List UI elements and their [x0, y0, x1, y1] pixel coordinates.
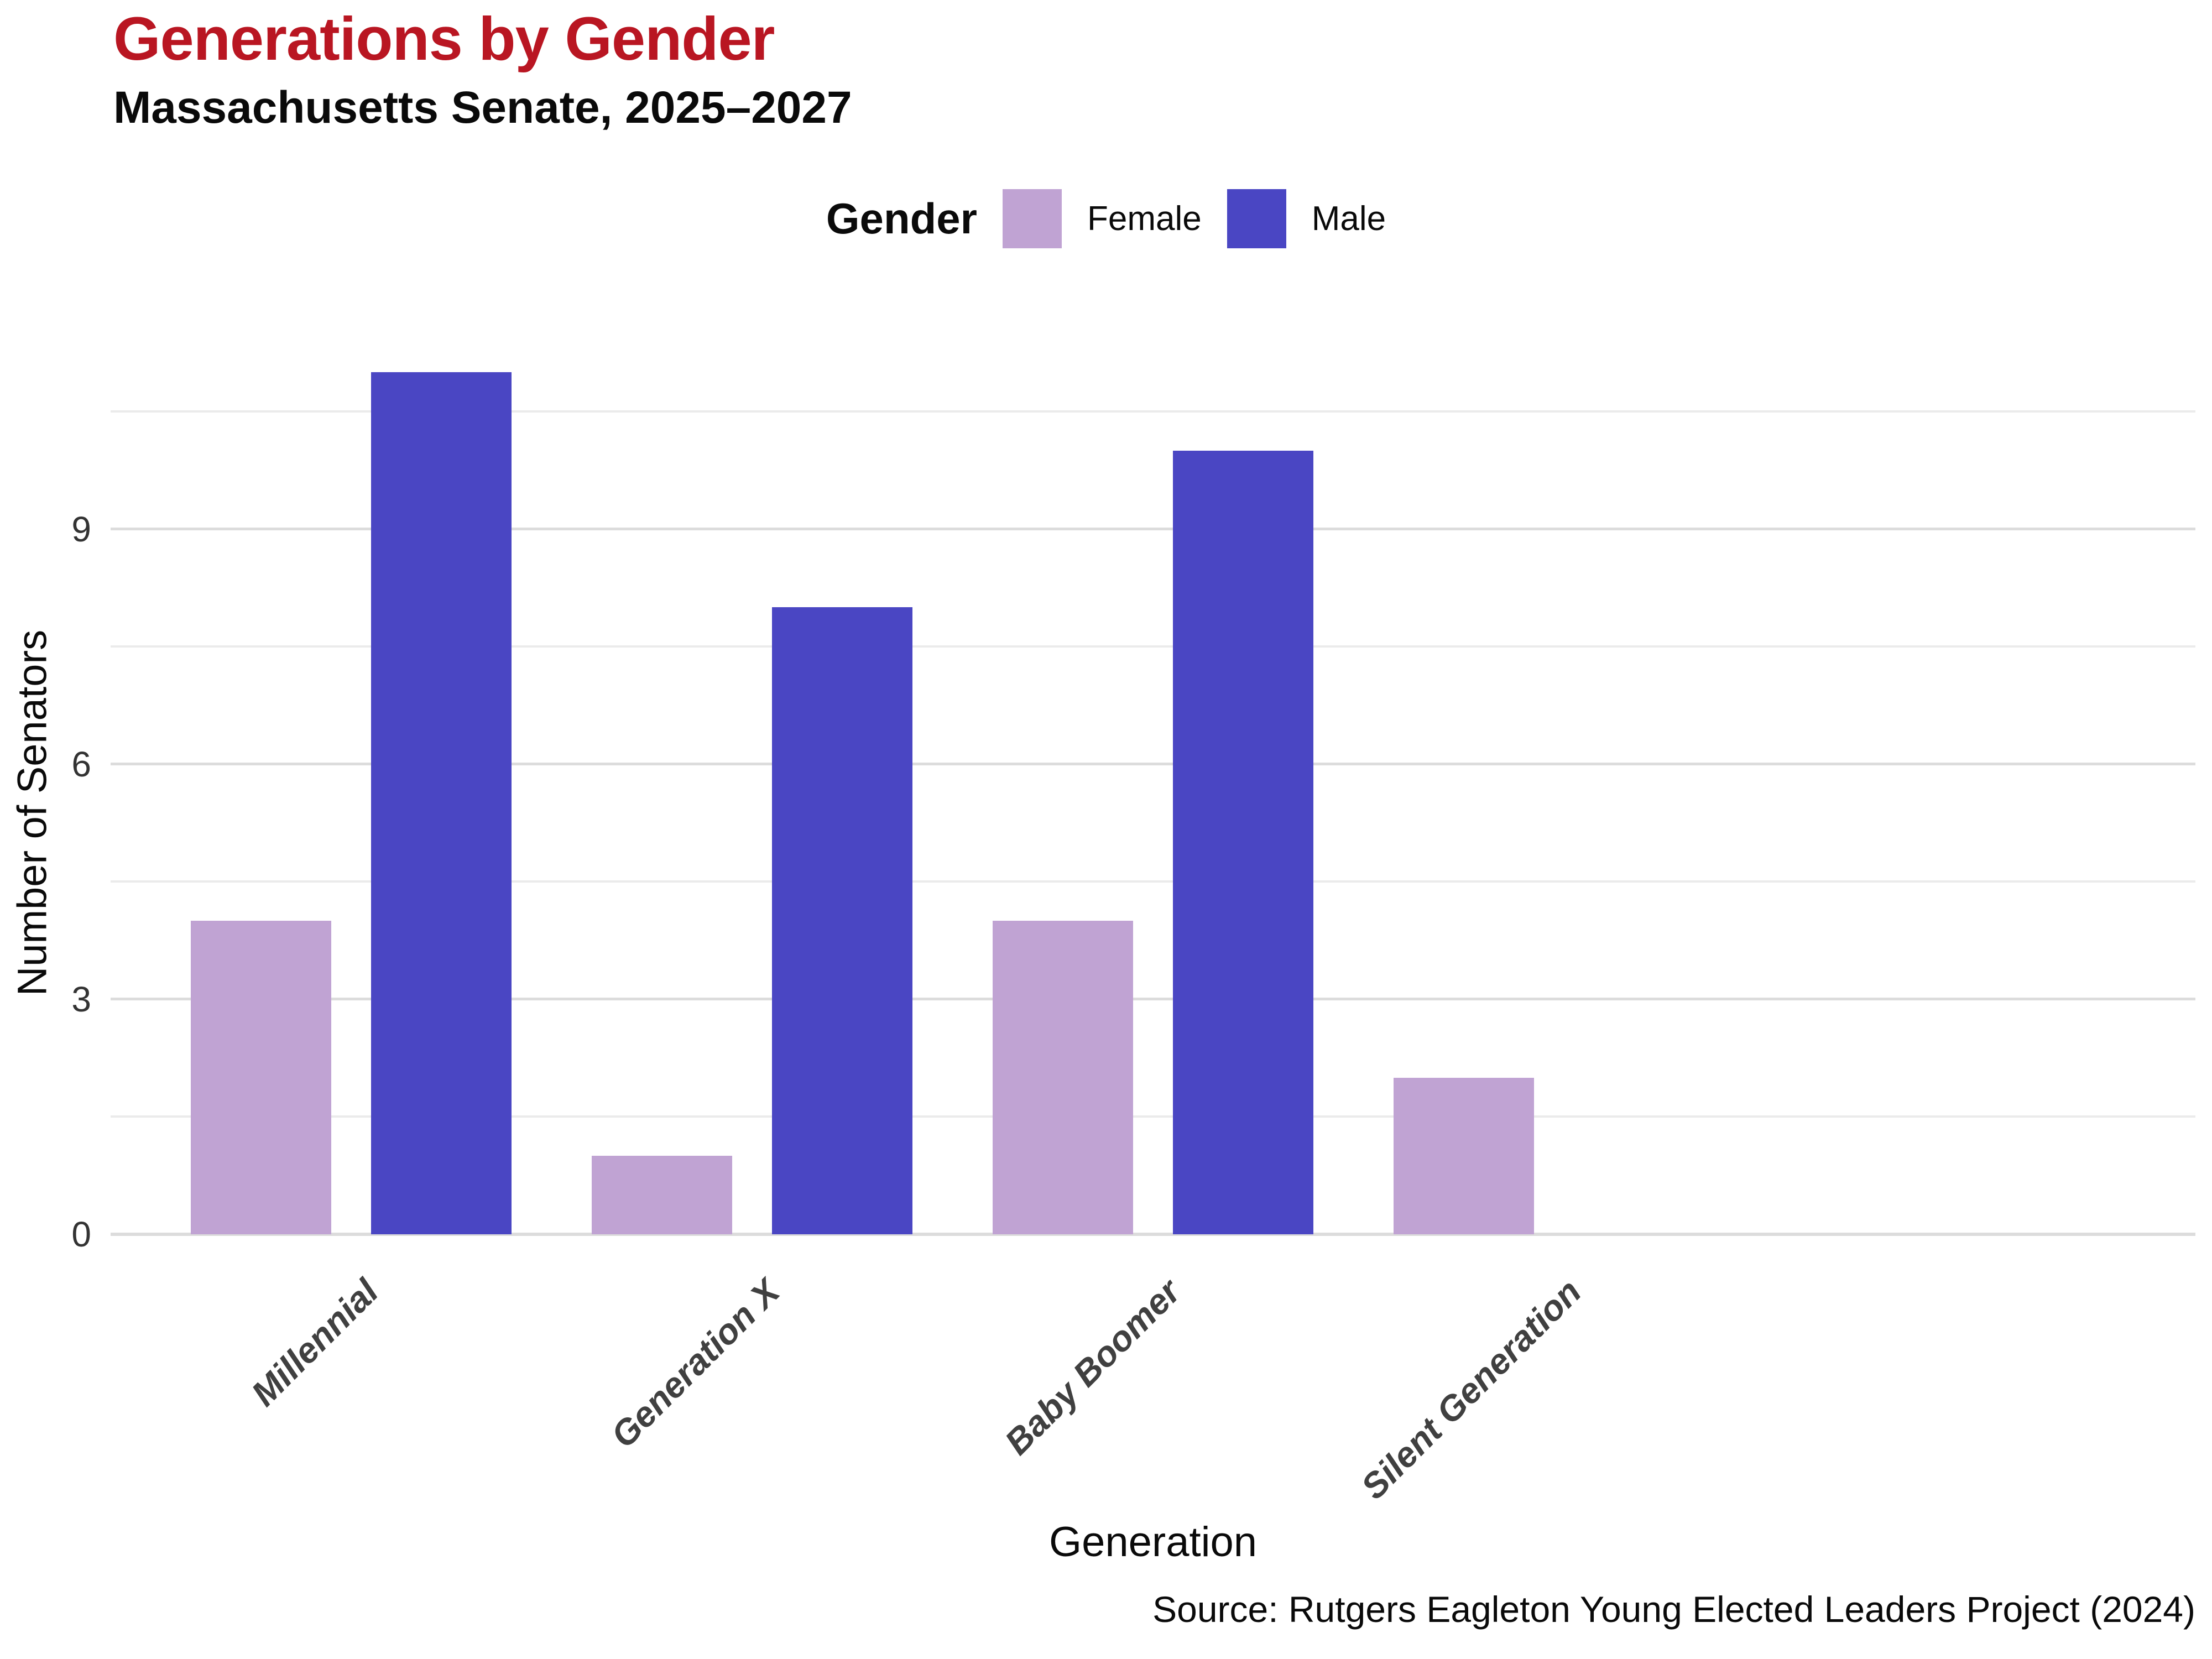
gridline	[111, 1115, 2195, 1118]
legend: Gender Female Male	[0, 188, 2212, 249]
bar-silent-generation-female	[1394, 1077, 1534, 1234]
legend-item-female: Female	[1002, 189, 1202, 248]
y-tick-label: 3	[71, 979, 91, 1019]
gridline	[111, 528, 2195, 531]
chart-title: Generations by Gender	[113, 5, 775, 73]
x-category-label: Generation X	[603, 1271, 787, 1455]
gridline	[111, 763, 2195, 766]
bar-baby-boomer-male	[1173, 451, 1313, 1234]
bar-generation-x-female	[592, 1156, 732, 1234]
bar-generation-x-male	[772, 607, 912, 1234]
male-color-swatch	[1227, 189, 1286, 248]
chart-subtitle: Massachusetts Senate, 2025–2027	[113, 82, 852, 133]
source-note: Source: Rutgers Eagleton Young Elected L…	[1152, 1589, 2195, 1630]
x-axis-title: Generation	[1048, 1519, 1258, 1566]
female-color-swatch	[1002, 189, 1062, 248]
gridline	[111, 880, 2195, 883]
gridline	[111, 998, 2195, 1001]
legend-label-male: Male	[1311, 199, 1386, 238]
y-tick-label: 0	[71, 1214, 91, 1254]
x-category-label: Millennial	[243, 1271, 387, 1414]
bar-millennial-male	[371, 372, 512, 1234]
y-axis-tick-labels: 0 3 6 9	[0, 0, 91, 1659]
legend-item-male: Male	[1227, 189, 1386, 248]
gridline	[111, 645, 2195, 648]
gridline	[111, 1233, 2195, 1236]
gridline	[111, 410, 2195, 413]
y-tick-label: 6	[71, 744, 91, 784]
plot-area	[111, 319, 2195, 1236]
bar-millennial-female	[191, 921, 331, 1234]
bar-baby-boomer-female	[993, 921, 1133, 1234]
x-category-label: Silent Generation	[1353, 1271, 1589, 1507]
y-tick-label: 9	[71, 509, 91, 549]
legend-title: Gender	[826, 194, 977, 243]
legend-label-female: Female	[1087, 199, 1202, 238]
x-category-label: Baby Boomer	[997, 1271, 1188, 1463]
